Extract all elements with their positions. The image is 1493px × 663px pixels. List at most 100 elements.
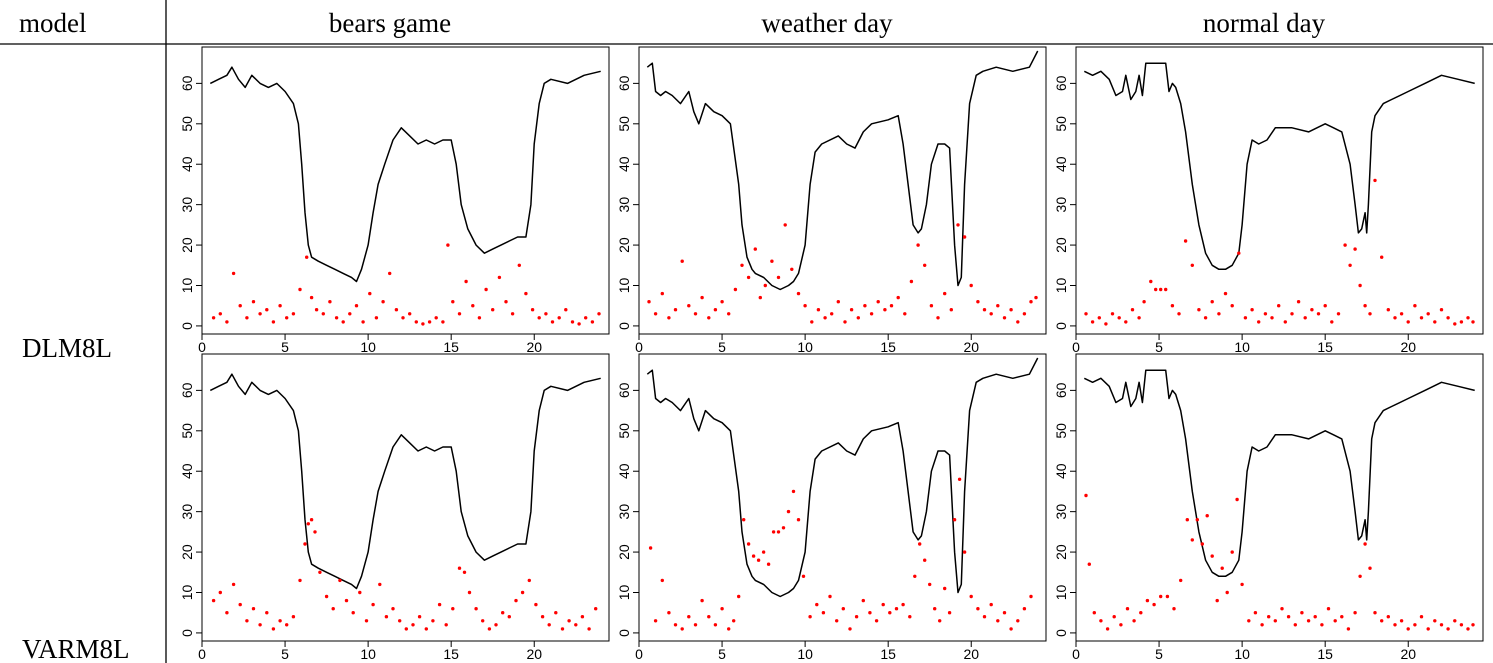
chart-dlm8l-bears-game-point (446, 243, 450, 247)
chart-varm8l-normal-day-point (1220, 566, 1224, 570)
chart-varm8l-bears-game-point (587, 627, 591, 631)
chart-varm8l-bears-game-point (306, 522, 310, 526)
chart-varm8l-weather-day-point (648, 546, 653, 550)
chart-varm8l-normal-day-y-tick-label: 10 (1053, 584, 1069, 600)
chart-dlm8l-bears-game: 0 5 10 15 20 0 10 20 30 40 50 60 (179, 46, 610, 355)
chart-dlm8l-weather-day-x-tick-label: 0 (635, 339, 643, 355)
chart-varm8l-normal-day-point (1087, 562, 1092, 566)
chart-varm8l-weather-day-x-tick-label: 0 (635, 646, 643, 662)
chart-dlm8l-normal-day-y-tick-label: 10 (1053, 277, 1069, 293)
chart-dlm8l-bears-game-point (245, 316, 249, 320)
chart-varm8l-normal-day-point (1112, 615, 1116, 619)
chart-varm8l-normal-day-point (1453, 619, 1457, 623)
chart-dlm8l-normal-day-point (1433, 320, 1437, 324)
chart-varm8l-weather-day-y-tick-label: 0 (616, 629, 632, 637)
chart-varm8l-weather-day-line-series (646, 357, 1039, 598)
chart-dlm8l-weather-day-point (936, 316, 940, 320)
chart-dlm8l-normal-day-point (1243, 316, 1248, 320)
chart-dlm8l-bears-game-point (510, 312, 515, 316)
chart-varm8l-bears-game-y-tick-label: 40 (179, 463, 195, 479)
chart-varm8l-weather-day-point (667, 611, 671, 615)
chart-dlm8l-weather-day-point (969, 283, 973, 288)
chart-varm8l-weather-day-point (737, 594, 741, 599)
chart-varm8l-bears-game-point (318, 570, 322, 574)
chart-varm8l-bears-game-point (431, 619, 435, 623)
chart-varm8l-normal-day-point (1253, 611, 1258, 615)
chart-dlm8l-normal-day-point (1217, 312, 1221, 316)
chart-dlm8l-weather-day-y-tick-label: 60 (616, 75, 632, 91)
chart-varm8l-weather-day-point (796, 518, 801, 522)
chart-varm8l-weather-day-point (1029, 594, 1033, 599)
chart-dlm8l-weather-day-point (1009, 308, 1013, 312)
chart-dlm8l-bears-game-x-tick-label: 10 (360, 339, 376, 355)
chart-varm8l-weather-day-point (908, 615, 912, 619)
chart-dlm8l-bears-game-point (334, 316, 339, 320)
chart-varm8l-weather-day-point (732, 619, 736, 623)
chart-varm8l-weather-day-point (969, 594, 973, 599)
chart-dlm8l-normal-day-point (1406, 320, 1410, 324)
chart-dlm8l-weather-day-point (949, 308, 953, 312)
chart-varm8l-weather-day-point (828, 594, 832, 599)
chart-dlm8l-weather-day-point (830, 312, 834, 316)
chart-varm8l-weather-day-point (766, 562, 771, 566)
chart-varm8l-bears-game-point (424, 627, 428, 631)
chart-dlm8l-normal-day-point (1230, 304, 1234, 308)
chart-varm8l-weather-day-point (854, 615, 859, 619)
chart-dlm8l-weather-day-point (962, 235, 967, 239)
chart-varm8l-normal-day-point (1419, 615, 1424, 619)
chart-varm8l-normal-day-point (1346, 627, 1351, 631)
chart-varm8l-normal-day-point (1439, 623, 1444, 627)
chart-varm8l-weather-day-point (781, 526, 786, 530)
chart-dlm8l-normal-day-point (1084, 312, 1088, 316)
chart-dlm8l-normal-day-point (1210, 300, 1214, 304)
chart-varm8l-weather-day-point (928, 582, 932, 587)
chart-dlm8l-bears-game-x-tick-label: 15 (443, 339, 459, 355)
chart-varm8l-normal-day-point (1280, 607, 1284, 611)
chart-varm8l-bears-game-point (391, 607, 395, 611)
chart-dlm8l-normal-day-point (1164, 287, 1168, 292)
chart-varm8l-weather-day-point (720, 607, 724, 611)
chart-varm8l-bears-game-point (298, 578, 302, 583)
chart-varm8l-normal-day-point (1380, 619, 1384, 623)
chart-varm8l-weather-day-point (947, 611, 952, 615)
chart-dlm8l-bears-game-point (564, 308, 568, 312)
chart-varm8l-bears-game-point (411, 623, 415, 627)
column-header-bears-game: bears game (329, 8, 451, 38)
chart-varm8l-normal-day-x-tick-label: 15 (1317, 646, 1333, 662)
chart-varm8l-normal-day-point (1145, 598, 1150, 603)
chart-varm8l-bears-game-point (574, 623, 578, 627)
chart-dlm8l-weather-day-point (996, 304, 1000, 308)
chart-varm8l-normal-day-point (1426, 627, 1430, 631)
chart-dlm8l-weather-day-point (647, 300, 651, 304)
chart-dlm8l-bears-game-y-tick-label: 60 (179, 75, 195, 91)
chart-varm8l-weather-day-point (713, 623, 718, 627)
chart-varm8l-weather-day-point (746, 542, 751, 546)
chart-varm8l-normal-day-point (1293, 623, 1298, 627)
chart-dlm8l-normal-day-point (1177, 312, 1181, 316)
chart-varm8l-weather-day-point (918, 542, 922, 546)
chart-dlm8l-bears-game-point (464, 279, 468, 284)
chart-varm8l-weather-day-point (761, 550, 766, 554)
chart-dlm8l-normal-day-point (1137, 316, 1141, 320)
chart-varm8l-bears-game-point (291, 615, 296, 619)
chart-dlm8l-normal-day-point (1257, 320, 1261, 324)
chart-dlm8l-weather-day: 0 5 10 15 20 0 10 20 30 40 50 60 (616, 46, 1047, 355)
chart-varm8l-bears-game-point (278, 619, 282, 623)
chart-varm8l-bears-game-point (487, 627, 492, 631)
chart-dlm8l-weather-day-point (1029, 300, 1033, 304)
chart-varm8l-normal-day-point (1132, 619, 1136, 623)
chart-varm8l-weather-day-point (982, 615, 987, 619)
chart-dlm8l-normal-day-point (1290, 312, 1294, 316)
chart-dlm8l-bears-game-point (537, 316, 541, 320)
chart-varm8l-normal-day-y-tick-label: 60 (1053, 382, 1069, 398)
chart-dlm8l-weather-day-point (1022, 312, 1027, 316)
chart-dlm8l-normal-day-point (1149, 279, 1153, 284)
chart-varm8l-normal-day-y-tick-label: 50 (1053, 423, 1069, 439)
chart-dlm8l-normal-day-point (1316, 312, 1321, 316)
chart-varm8l-weather-day-point (808, 615, 812, 619)
chart-dlm8l-bears-game-y-tick-label: 20 (179, 237, 195, 253)
chart-varm8l-weather-day-point (680, 627, 684, 631)
chart-varm8l-weather-day-point (751, 554, 756, 558)
chart-varm8l-weather-day-point (673, 623, 678, 627)
chart-dlm8l-bears-game-line-series (209, 66, 601, 283)
